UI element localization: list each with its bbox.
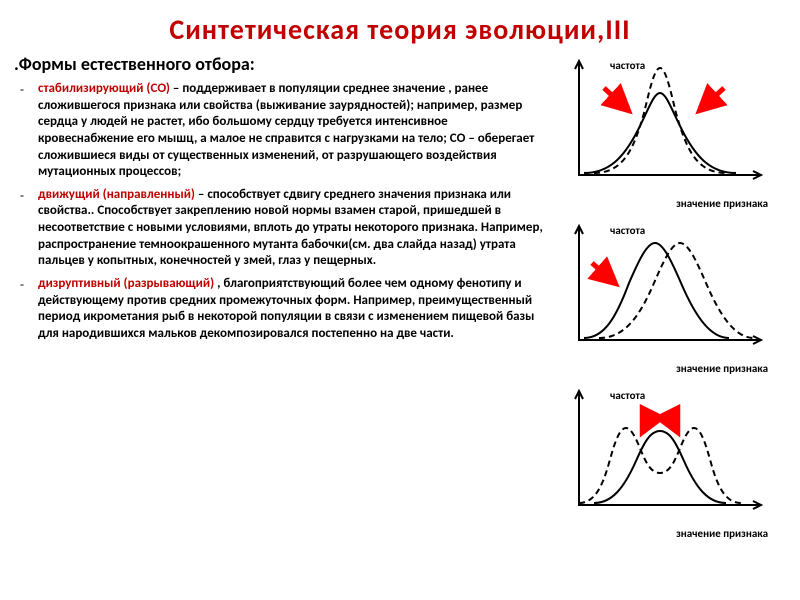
term-highlight: дизруптивный (разрывающий) — [38, 276, 214, 291]
term-highlight: стабилизирующий (СО) — [38, 81, 170, 96]
list-item: - дизруптивный (разрывающий) , благоприя… — [14, 276, 546, 343]
list-item: - движущий (направленный) – способствует… — [14, 187, 546, 270]
chart-stabilizing: частота значение признака — [554, 53, 774, 208]
item-text: стабилизирующий (СО) – поддерживает в по… — [38, 81, 546, 181]
chart-disruptive: частота значение признака — [554, 383, 774, 538]
chart-svg — [554, 53, 774, 193]
x-axis-label: значение признака — [676, 197, 768, 210]
y-axis-label: частота — [610, 224, 645, 237]
x-axis-label: значение признака — [676, 527, 768, 540]
list-item: - стабилизирующий (СО) – поддерживает в … — [14, 81, 546, 181]
bullet-dash: - — [14, 187, 38, 270]
item-text: движущий (направленный) – способствует с… — [38, 187, 546, 270]
x-axis-label: значение признака — [676, 362, 768, 375]
charts-column: частота значение признака частота значен… — [554, 53, 779, 548]
y-axis-label: частота — [610, 389, 645, 402]
chart-svg — [554, 218, 774, 358]
subtitle: .Формы естественного отбора: — [14, 53, 546, 75]
content-area: .Формы естественного отбора: - стабилизи… — [0, 53, 800, 548]
bullet-dash: - — [14, 81, 38, 181]
text-column: .Формы естественного отбора: - стабилизи… — [14, 53, 554, 548]
y-axis-label: частота — [610, 59, 645, 72]
term-highlight: движущий (направленный) — [38, 187, 195, 202]
chart-svg — [554, 383, 774, 523]
page-title: Синтетическая теория эволюции,III — [0, 0, 800, 53]
chart-directional: частота значение признака — [554, 218, 774, 373]
bullet-dash: - — [14, 276, 38, 343]
item-text: дизруптивный (разрывающий) , благоприятс… — [38, 276, 546, 343]
